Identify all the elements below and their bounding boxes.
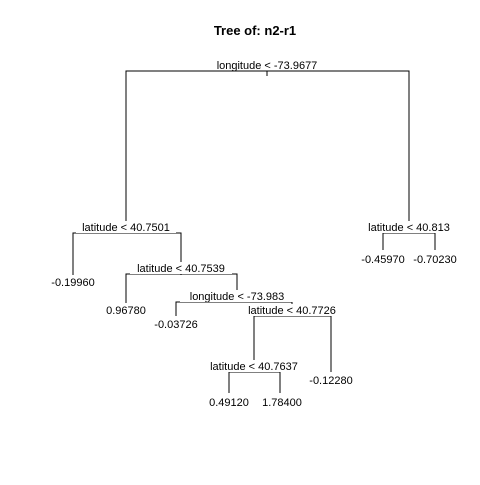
label-bg-lat4 <box>203 360 305 372</box>
label-bg-lat1 <box>76 221 176 233</box>
split-label-lat1: latitude < 40.7501 <box>82 222 170 234</box>
leaf-value-l1: -0.19960 <box>51 277 94 289</box>
split-label-lat3: latitude < 40.7726 <box>248 305 336 317</box>
split-label-lat4: latitude < 40.7637 <box>210 361 298 373</box>
leaf-value-r2: -0.70230 <box>413 254 456 266</box>
leaf-value-r1: -0.45970 <box>361 254 404 266</box>
chart-title: Tree of: n2-r1 <box>214 23 296 38</box>
leaf-value-l4: 0.49120 <box>209 397 249 409</box>
split-label-lon2: longitude < -73.983 <box>190 291 285 303</box>
split-label-lat2: latitude < 40.7539 <box>137 263 225 275</box>
split-label-root: longitude < -73.9677 <box>217 60 318 72</box>
leaf-value-l2: 0.96780 <box>106 305 146 317</box>
label-bg-lat-right <box>362 221 456 233</box>
label-bg-root <box>210 58 326 70</box>
label-bg-lat3 <box>242 304 344 316</box>
leaf-value-l5: 1.78400 <box>262 397 302 409</box>
label-bg-lon2 <box>180 290 294 302</box>
split-label-lat-right: latitude < 40.813 <box>368 222 450 234</box>
leaf-value-l3: -0.03726 <box>154 319 197 331</box>
leaf-value-l6: -0.12280 <box>309 375 352 387</box>
label-bg-lat2 <box>130 262 232 274</box>
